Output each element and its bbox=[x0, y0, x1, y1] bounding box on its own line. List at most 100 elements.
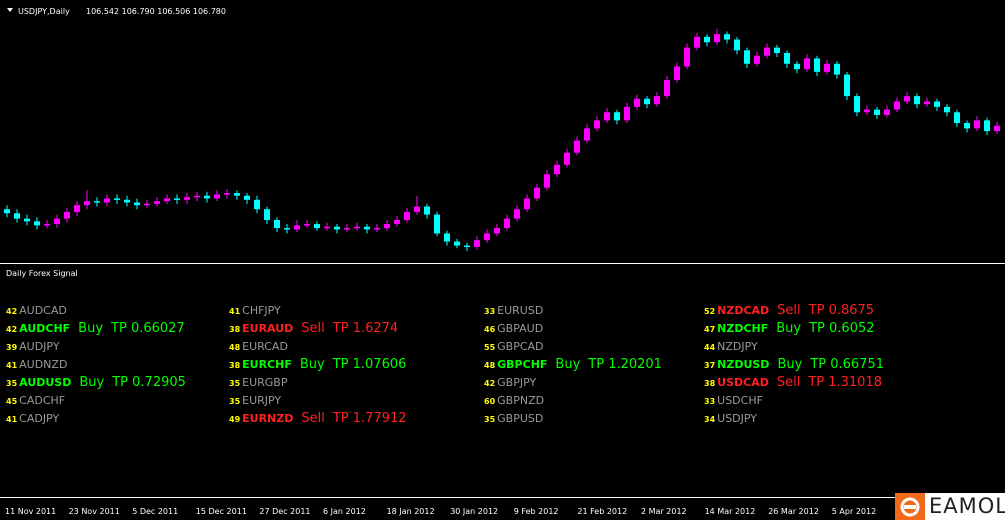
signal-row: 38 USDCAD Sell TP 1.31018 bbox=[704, 374, 882, 392]
signal-pair: AUDUSD bbox=[19, 376, 72, 389]
signal-action: Buy bbox=[78, 321, 104, 336]
candle-body bbox=[834, 63, 840, 75]
candle-body bbox=[174, 198, 180, 200]
signal-pair: GBPJPY bbox=[497, 376, 537, 389]
signal-pair: USDCAD bbox=[717, 376, 769, 389]
signal-pair: EURCHF bbox=[242, 358, 292, 371]
signal-strength: 35 bbox=[229, 379, 241, 388]
candle-body bbox=[944, 106, 950, 113]
signal-pair: USDCHF bbox=[717, 394, 763, 407]
signal-pair: USDJPY bbox=[717, 412, 757, 425]
candle-body bbox=[634, 98, 640, 107]
x-tick-label: 5 Dec 2011 bbox=[132, 507, 178, 516]
x-tick-label: 18 Jan 2012 bbox=[387, 507, 435, 516]
candle-body bbox=[304, 224, 310, 226]
signal-tp: TP 0.6052 bbox=[809, 321, 875, 336]
signal-action: Sell bbox=[776, 375, 801, 390]
signal-action: Buy bbox=[555, 357, 581, 372]
candle-body bbox=[134, 202, 140, 206]
signal-row: 33 USDCHF bbox=[704, 392, 763, 410]
candle-body bbox=[784, 53, 790, 64]
candle-body bbox=[364, 226, 370, 230]
ohlc: 106.542 106.790 106.506 106.780 bbox=[86, 7, 226, 16]
candle-body bbox=[34, 221, 40, 226]
candle-body bbox=[564, 152, 570, 165]
candle-body bbox=[854, 96, 860, 113]
signal-pair: GBPCHF bbox=[497, 358, 548, 371]
candle-body bbox=[384, 224, 390, 229]
signal-strength: 35 bbox=[229, 397, 241, 406]
candle-body bbox=[434, 214, 440, 234]
candle-body bbox=[184, 197, 190, 200]
candle-body bbox=[324, 226, 330, 229]
signal-pair: CADJPY bbox=[19, 412, 60, 425]
candle-body bbox=[904, 96, 910, 102]
candle-body bbox=[724, 34, 730, 40]
signal-row: 35 EURGBP bbox=[229, 374, 288, 392]
signal-strength: 41 bbox=[229, 307, 241, 316]
candle-body bbox=[254, 199, 260, 210]
candle-body bbox=[64, 211, 70, 219]
candle-body bbox=[214, 194, 220, 199]
candle-body bbox=[414, 206, 420, 212]
x-tick-label: 26 Mar 2012 bbox=[768, 507, 819, 516]
candle-body bbox=[974, 120, 980, 129]
signal-row: 42 AUDCHF Buy TP 0.66027 bbox=[6, 320, 185, 338]
candle-body bbox=[884, 109, 890, 115]
candle-body bbox=[744, 50, 750, 64]
x-tick-label: 6 Jan 2012 bbox=[323, 507, 366, 516]
signal-action: Sell bbox=[777, 303, 801, 318]
candle-body bbox=[484, 233, 490, 241]
x-tick-label: 21 Feb 2012 bbox=[577, 507, 627, 516]
signal-row: 38 EURAUD Sell TP 1.6274 bbox=[229, 320, 398, 338]
x-tick-label: 5 Apr 2012 bbox=[832, 507, 876, 516]
candle-body bbox=[104, 198, 110, 203]
candle-body bbox=[94, 201, 100, 203]
candle-body bbox=[704, 36, 710, 43]
candle-body bbox=[194, 195, 200, 198]
candle-body bbox=[654, 96, 660, 105]
candle-body bbox=[374, 228, 380, 230]
x-tick-label: 30 Jan 2012 bbox=[450, 507, 498, 516]
candle-body bbox=[824, 63, 830, 72]
candle-body bbox=[14, 213, 20, 219]
signal-row: 48 GBPCHF Buy TP 1.20201 bbox=[484, 356, 662, 374]
signal-pair: NZDUSD bbox=[717, 358, 770, 371]
candle-body bbox=[734, 39, 740, 51]
candle-body bbox=[144, 203, 150, 206]
signal-strength: 55 bbox=[484, 343, 496, 352]
candle-body bbox=[934, 101, 940, 107]
signal-tp: TP 0.66751 bbox=[810, 357, 884, 372]
candle-body bbox=[244, 195, 250, 200]
candle-body bbox=[234, 193, 240, 196]
signal-strength: 42 bbox=[484, 379, 496, 388]
x-tick-label: 23 Nov 2011 bbox=[69, 507, 120, 516]
candle-body bbox=[804, 58, 810, 70]
signal-row: 44 NZDJPY bbox=[704, 338, 758, 356]
candle-body bbox=[584, 128, 590, 141]
signal-tp: TP 0.8675 bbox=[808, 303, 875, 318]
candle-body bbox=[674, 66, 680, 80]
signal-pair: NZDJPY bbox=[717, 340, 758, 353]
candle-body bbox=[604, 112, 610, 121]
signal-strength: 44 bbox=[704, 343, 716, 352]
signal-pair: EURCAD bbox=[242, 340, 288, 353]
signal-strength: 48 bbox=[229, 343, 241, 352]
signal-pair: CADCHF bbox=[19, 394, 66, 407]
signal-row: 35 AUDUSD Buy TP 0.72905 bbox=[6, 374, 186, 392]
candle-body bbox=[164, 198, 170, 202]
signal-row: 55 GBPCAD bbox=[484, 338, 544, 356]
signal-tp: TP 0.66027 bbox=[111, 321, 185, 336]
candle-body bbox=[334, 226, 340, 230]
signal-strength: 38 bbox=[704, 379, 716, 388]
signal-row: 41 CADJPY bbox=[6, 410, 59, 428]
signal-row: 41 CHFJPY bbox=[229, 302, 281, 320]
signal-row: 34 USDJPY bbox=[704, 410, 757, 428]
watermark: EAMOL bbox=[895, 493, 1005, 520]
signal-pair: NZDCAD bbox=[717, 304, 770, 317]
symbol: USDJPY,Daily bbox=[18, 7, 70, 16]
signal-row: 42 AUDCAD bbox=[6, 302, 67, 320]
candle-body bbox=[294, 225, 300, 230]
signal-strength: 33 bbox=[484, 307, 496, 316]
